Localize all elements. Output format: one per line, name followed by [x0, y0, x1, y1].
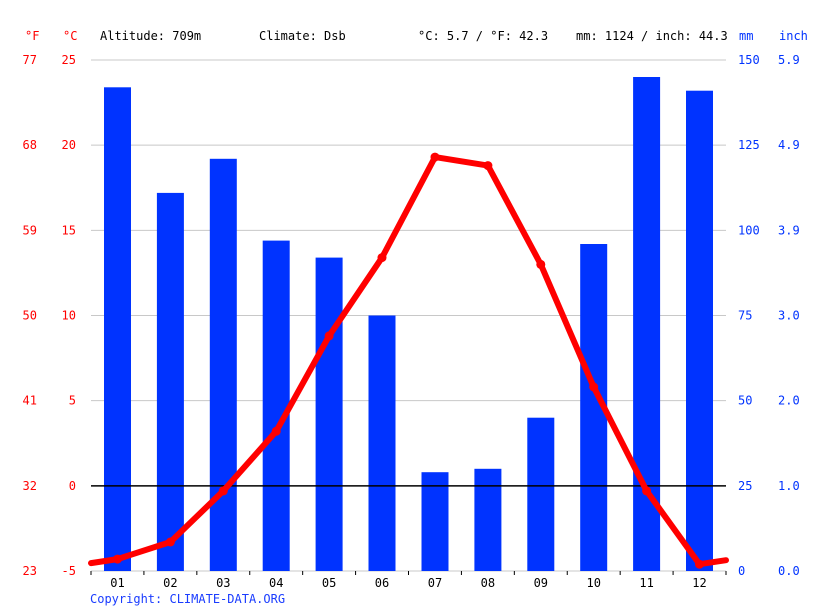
precipitation-bar — [262, 240, 290, 571]
fahrenheit-tick-label: 77 — [23, 53, 37, 67]
fahrenheit-tick-label: 59 — [23, 223, 37, 237]
celsius-tick-label: 15 — [62, 223, 76, 237]
inch-tick-label: 5.9 — [778, 53, 800, 67]
mm-tick-label: 0 — [738, 564, 745, 578]
celsius-tick-label: -5 — [62, 564, 76, 578]
precipitation-total-label: mm: 1124 / inch: 44.3 — [576, 29, 728, 43]
inch-unit-label: inch — [779, 29, 808, 43]
mm-tick-label: 150 — [738, 53, 760, 67]
month-label: 10 — [586, 576, 600, 590]
month-label: 03 — [216, 576, 230, 590]
fahrenheit-tick-label: 41 — [23, 394, 37, 408]
inch-tick-label: 3.9 — [778, 223, 800, 237]
inch-tick-label: 1.0 — [778, 479, 800, 493]
fahrenheit-tick-label: 23 — [23, 564, 37, 578]
precipitation-bar — [209, 158, 237, 572]
month-label: 09 — [534, 576, 548, 590]
temperature-point — [589, 382, 599, 392]
inch-tick-label: 2.0 — [778, 394, 800, 408]
month-label: 01 — [110, 576, 124, 590]
month-label: 11 — [639, 576, 653, 590]
fahrenheit-tick-label: 50 — [23, 309, 37, 323]
precipitation-bar — [686, 90, 713, 571]
climate-label: Climate: Dsb — [259, 29, 346, 43]
temperature-point — [165, 537, 175, 547]
temperature-point — [483, 161, 493, 171]
fahrenheit-tick-label: 32 — [23, 479, 37, 493]
month-label: 02 — [163, 576, 177, 590]
inch-tick-label: 0.0 — [778, 564, 800, 578]
month-label: 07 — [428, 576, 442, 590]
month-label: 12 — [692, 576, 706, 590]
celsius-tick-label: 0 — [69, 479, 76, 493]
temperature-point — [271, 426, 281, 436]
celsius-tick-label: 5 — [69, 394, 76, 408]
precipitation-bar — [156, 192, 184, 571]
mm-tick-label: 25 — [738, 479, 752, 493]
month-label: 06 — [375, 576, 389, 590]
fahrenheit-tick-label: 68 — [23, 138, 37, 152]
temperature-point — [324, 331, 334, 341]
precipitation-bar — [315, 257, 343, 571]
altitude-label: Altitude: 709m — [100, 29, 202, 43]
precipitation-bar — [527, 417, 555, 571]
temperature-point — [377, 253, 387, 263]
precipitation-bar — [368, 315, 396, 571]
celsius-unit-label: °C — [63, 29, 78, 43]
mm-tick-label: 50 — [738, 394, 752, 408]
fahrenheit-unit-label: °F — [25, 29, 40, 43]
temperature-point — [113, 554, 122, 564]
precipitation-bar — [104, 87, 131, 572]
celsius-tick-label: 10 — [62, 309, 76, 323]
precipitation-bar — [474, 468, 502, 571]
month-label: 05 — [322, 576, 336, 590]
temperature-line — [88, 154, 729, 568]
mm-tick-label: 100 — [738, 223, 760, 237]
temperature-point — [218, 486, 228, 496]
temperature-point — [430, 152, 440, 162]
average-temperature-label: °C: 5.7 / °F: 42.3 — [418, 29, 549, 43]
temperature-point — [642, 486, 652, 496]
temperature-point — [536, 259, 546, 269]
celsius-tick-label: 25 — [62, 53, 76, 67]
month-label: 04 — [269, 576, 283, 590]
inch-tick-label: 3.0 — [778, 309, 800, 323]
month-label: 08 — [481, 576, 495, 590]
temperature-point — [695, 559, 704, 569]
mm-tick-label: 75 — [738, 309, 752, 323]
inch-tick-label: 4.9 — [778, 138, 800, 152]
celsius-tick-label: 20 — [62, 138, 76, 152]
mm-unit-label: mm — [739, 29, 754, 43]
precipitation-bar — [633, 77, 661, 571]
copyright-text: Copyright: CLIMATE-DATA.ORG — [90, 592, 286, 606]
mm-tick-label: 125 — [738, 138, 760, 152]
precipitation-bar — [421, 472, 449, 571]
